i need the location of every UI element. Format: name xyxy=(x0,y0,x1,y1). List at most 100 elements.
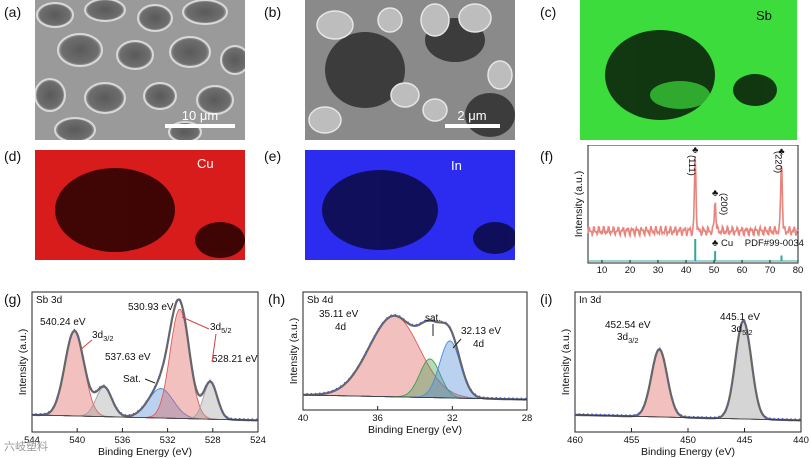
raw-data-point xyxy=(453,336,456,339)
raw-data-point xyxy=(132,412,135,415)
orbital-label-3d32: 3d3/2 xyxy=(92,330,114,343)
raw-data-point xyxy=(798,418,801,421)
panel-label-f: (f) xyxy=(540,148,554,164)
raw-data-point xyxy=(423,319,426,322)
panel-title: Sb 4d xyxy=(307,295,333,306)
element-label-cu: Cu xyxy=(197,156,214,171)
raw-data-point xyxy=(221,410,224,413)
x-tick-label: 28 xyxy=(522,413,533,424)
raw-data-point xyxy=(457,351,460,354)
x-tick-label: 70 xyxy=(765,265,776,275)
x-tick-label: 80 xyxy=(793,265,804,275)
peak-label-32: 32.13 eV xyxy=(461,326,501,337)
raw-data-point xyxy=(582,413,585,415)
raw-data-point xyxy=(650,374,653,377)
raw-data-point xyxy=(365,351,367,353)
raw-data-point xyxy=(73,328,76,331)
raw-data-point xyxy=(440,320,443,323)
raw-data-point xyxy=(360,359,363,361)
raw-data-point xyxy=(306,392,309,395)
raw-data-point xyxy=(94,390,97,392)
x-axis-title: Binding Energy (eV) xyxy=(641,446,735,458)
xrd-pattern xyxy=(587,155,799,239)
x-tick-label: 36 xyxy=(372,413,383,424)
raw-data-point xyxy=(624,414,627,416)
raw-data-point xyxy=(503,397,506,399)
raw-data-point xyxy=(764,415,767,418)
reference-label: Cu xyxy=(721,238,733,249)
arrow-3d52-a xyxy=(181,316,210,330)
raw-data-point xyxy=(39,413,42,415)
raw-data-point xyxy=(145,400,148,403)
peak-label-528: 528.21 eV xyxy=(212,354,258,365)
raw-data-point xyxy=(752,370,754,373)
y-axis-title: Intensity (a.u.) xyxy=(17,329,29,396)
orbital-label-3d52: 3d5/2 xyxy=(731,324,753,337)
raw-data-point xyxy=(608,413,610,416)
raw-data-point xyxy=(81,355,84,357)
raw-data-point xyxy=(730,383,733,385)
panel-title: Sb 3d xyxy=(36,295,62,306)
x-tick-label: 50 xyxy=(709,265,720,275)
miller-index-label: (200) xyxy=(718,193,729,215)
raw-data-point xyxy=(449,326,451,329)
raw-data-point xyxy=(756,396,759,398)
background-line xyxy=(574,414,802,421)
raw-data-point xyxy=(35,413,38,415)
xrd-chart: ♣ (111) ♣ (200) ♣ (220) ♣ Cu PDF#99-0034 10 20 30 40… xyxy=(560,145,810,275)
sem-texture-b: 2 μm xyxy=(305,0,515,140)
raw-data-point xyxy=(369,343,372,345)
raw-data-point xyxy=(255,418,258,421)
raw-data-point xyxy=(491,396,493,399)
raw-data-point xyxy=(386,317,388,319)
raw-data-point xyxy=(629,414,631,417)
raw-data-point xyxy=(200,393,203,395)
arrow-3d32 xyxy=(79,339,93,351)
raw-data-point xyxy=(166,341,169,344)
raw-data-point xyxy=(512,397,514,400)
raw-data-point xyxy=(428,318,430,321)
raw-data-point xyxy=(735,353,737,355)
raw-data-point xyxy=(671,398,674,401)
raw-data-point xyxy=(524,397,527,400)
x-tick-label: 10 xyxy=(597,265,608,275)
scale-bar xyxy=(445,124,500,128)
xps-sb4d-chart: 40 36 32 28 Binding Energy (eV) Intensity (a.… xyxy=(275,290,545,458)
x-tick-label: 20 xyxy=(625,265,636,275)
raw-data-point xyxy=(578,413,581,415)
x-tick-label: 445 xyxy=(737,435,753,446)
panel-title: In 3d xyxy=(579,295,601,306)
x-tick-label: 32 xyxy=(447,413,458,424)
scale-bar-label: 2 μm xyxy=(457,108,486,123)
x-tick-label: 30 xyxy=(653,265,664,275)
raw-data-point xyxy=(77,336,80,339)
raw-data-point xyxy=(141,406,144,408)
panel-label-b: (b) xyxy=(264,4,282,20)
raw-data-point xyxy=(398,315,401,318)
raw-data-point xyxy=(302,392,304,395)
x-tick-label: 455 xyxy=(624,435,640,446)
raw-data-point xyxy=(743,319,746,322)
peak-label-540: 540.24 eV xyxy=(40,317,86,328)
reference-card: PDF#99-0034 xyxy=(745,238,804,249)
raw-data-point xyxy=(713,416,716,418)
raw-data-point xyxy=(310,392,313,395)
raw-data-point xyxy=(377,327,380,330)
raw-data-point xyxy=(327,391,330,393)
raw-data-point xyxy=(495,397,498,399)
raw-data-point xyxy=(654,354,657,357)
raw-data-point xyxy=(238,418,241,420)
raw-data-point xyxy=(86,375,88,378)
peak-label-445: 445.1 eV xyxy=(720,312,760,323)
raw-data-point xyxy=(465,380,468,383)
raw-data-point xyxy=(247,418,250,420)
raw-data-point xyxy=(348,377,351,380)
x-tick-label: 536 xyxy=(114,435,130,446)
scale-bar xyxy=(165,124,235,128)
sat-label: Sat. xyxy=(123,374,141,385)
raw-data-point xyxy=(591,413,593,416)
raw-data-point xyxy=(760,410,763,413)
raw-data-point xyxy=(633,414,636,416)
raw-data-point xyxy=(586,413,589,416)
raw-data-point xyxy=(407,321,409,324)
